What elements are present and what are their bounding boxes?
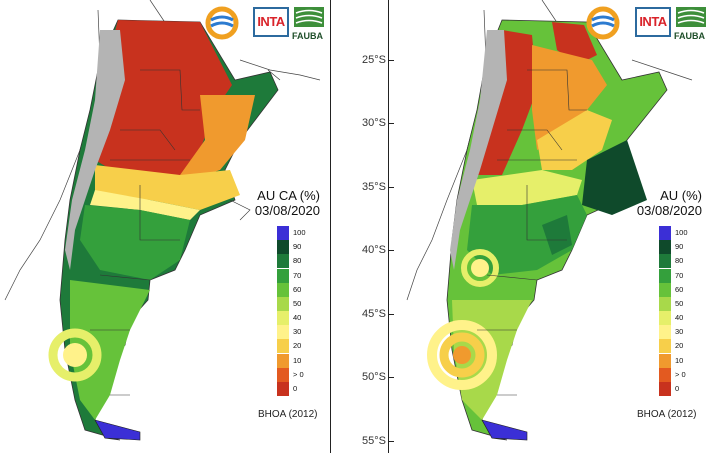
legend-swatch xyxy=(277,354,289,368)
latitude-tick xyxy=(388,60,394,61)
inta-logo: INTA xyxy=(253,7,289,37)
legend-value-label: 50 xyxy=(293,299,301,308)
latitude-tick xyxy=(388,377,394,378)
legend-swatch xyxy=(277,297,289,311)
legend-swatch xyxy=(659,226,671,240)
legend-value-label: 10 xyxy=(293,356,301,365)
legend-value-label: > 0 xyxy=(675,370,686,379)
legend-value-label: 80 xyxy=(293,256,301,265)
orange-spot-patagonia xyxy=(453,346,471,364)
legend-value-label: 40 xyxy=(293,313,301,322)
legend-swatch xyxy=(277,283,289,297)
legend-value-label: > 0 xyxy=(293,370,304,379)
latitude-label: 40°S xyxy=(362,244,386,256)
legend-swatch xyxy=(277,382,289,396)
legend-swatch xyxy=(277,254,289,268)
legend-swatch xyxy=(659,254,671,268)
latitude-label: 45°S xyxy=(362,308,386,320)
legend-value-label: 100 xyxy=(675,228,688,237)
legend-swatch xyxy=(277,269,289,283)
legend-value-label: 90 xyxy=(293,242,301,251)
legend-value-label: 20 xyxy=(675,341,683,350)
latitude-tick xyxy=(388,441,394,442)
legend-swatch xyxy=(659,240,671,254)
water-circle-logo xyxy=(586,6,620,40)
legend-value-label: 100 xyxy=(293,228,306,237)
legend-value-label: 0 xyxy=(675,384,679,393)
legend-swatch xyxy=(277,226,289,240)
latitude-tick xyxy=(388,187,394,188)
latitude-label: 30°S xyxy=(362,117,386,129)
legend-value-label: 0 xyxy=(293,384,297,393)
tierra-del-fuego xyxy=(95,420,140,440)
latitude-label: 55°S xyxy=(362,435,386,447)
legend-value-label: 30 xyxy=(293,327,301,336)
latitude-label: 25°S xyxy=(362,54,386,66)
inta-logo: INTA xyxy=(635,7,671,37)
legend-colorbar-right xyxy=(659,226,671,396)
legend-value-label: 70 xyxy=(675,271,683,280)
legend-value-label: 90 xyxy=(675,242,683,251)
legend-swatch xyxy=(659,382,671,396)
legend-swatch xyxy=(277,311,289,325)
yellow-spot-patagonia xyxy=(63,343,87,367)
legend-swatch xyxy=(659,269,671,283)
latitude-label: 50°S xyxy=(362,371,386,383)
legend-title-right: AU (%) 03/08/2020 xyxy=(612,188,702,218)
legend-value-label: 80 xyxy=(675,256,683,265)
legend-value-label: 20 xyxy=(293,341,301,350)
legend-swatch xyxy=(659,354,671,368)
yellow-spot-1 xyxy=(471,259,489,277)
legend-swatch xyxy=(277,240,289,254)
latitude-tick xyxy=(388,314,394,315)
latitude-tick xyxy=(388,123,394,124)
fauba-logo: FAUBA xyxy=(292,6,326,44)
legend-title-left: AU CA (%) 03/08/2020 xyxy=(230,188,320,218)
map-panel-left: INTA FAUBA AU CA (%) 03/08/2020 BHOA (20… xyxy=(0,0,330,453)
legend-swatch xyxy=(659,339,671,353)
latitude-label: 20°S xyxy=(362,0,386,2)
legend-value-label: 50 xyxy=(675,299,683,308)
legend-swatch xyxy=(277,339,289,353)
legend-swatch xyxy=(659,368,671,382)
legend-swatch xyxy=(659,297,671,311)
legend-swatch xyxy=(659,311,671,325)
legend-swatch xyxy=(659,325,671,339)
legend-value-label: 60 xyxy=(293,285,301,294)
legend-value-label: 30 xyxy=(675,327,683,336)
legend-swatch xyxy=(277,325,289,339)
panel-divider xyxy=(330,0,331,453)
legend-swatch xyxy=(277,368,289,382)
legend-value-label: 10 xyxy=(675,356,683,365)
fauba-logo: FAUBA xyxy=(674,6,708,44)
map-panel-right: INTA FAUBA AU (%) 03/08/2020 BHOA (2012)… xyxy=(362,0,711,453)
water-circle-logo xyxy=(205,6,239,40)
legend-value-label: 60 xyxy=(675,285,683,294)
legend-value-label: 40 xyxy=(675,313,683,322)
legend-value-label: 70 xyxy=(293,271,301,280)
latitude-tick xyxy=(388,250,394,251)
credit-left: BHOA (2012) xyxy=(258,409,317,420)
legend-colorbar-left xyxy=(277,226,289,396)
tierra-del-fuego xyxy=(482,420,527,440)
latitude-label: 35°S xyxy=(362,181,386,193)
credit-right: BHOA (2012) xyxy=(637,409,696,420)
legend-swatch xyxy=(659,283,671,297)
